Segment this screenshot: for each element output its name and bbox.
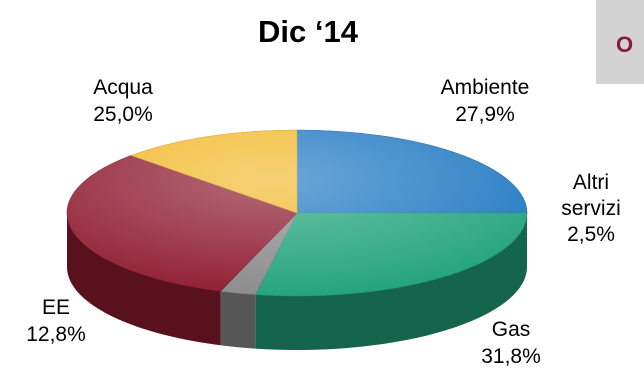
slice-name: Ambiente xyxy=(440,76,530,99)
slice-label-altri-servizi: Altri servizi 2,5% xyxy=(546,170,636,248)
pie-side-altri-servizi xyxy=(220,291,256,349)
slice-name: EE xyxy=(41,296,70,319)
pie-gloss xyxy=(67,130,527,296)
slice-label-acqua: Acqua 25,0% xyxy=(68,74,178,128)
slice-percent: 25,0% xyxy=(93,103,153,126)
slice-name: Altri servizi xyxy=(561,171,621,220)
chart-title: Dic ‘14 xyxy=(258,14,358,49)
slice-percent: 2,5% xyxy=(567,223,615,246)
slice-name: Gas xyxy=(491,318,531,341)
slice-label-gas: Gas 31,8% xyxy=(466,316,556,370)
corner-tab-label: O xyxy=(616,32,634,57)
slice-name: Acqua xyxy=(93,76,153,99)
slice-percent: 12,8% xyxy=(26,323,86,346)
pie-side-ambiente xyxy=(255,213,527,350)
slice-percent: 31,8% xyxy=(481,345,541,368)
slice-label-ambiente: Ambiente 27,9% xyxy=(420,74,550,128)
pie-side-gas xyxy=(67,213,221,346)
slice-label-ee: EE 12,8% xyxy=(6,294,106,348)
corner-tab[interactable]: O xyxy=(596,0,644,84)
slice-percent: 27,9% xyxy=(455,103,515,126)
pie-depth xyxy=(67,213,527,350)
